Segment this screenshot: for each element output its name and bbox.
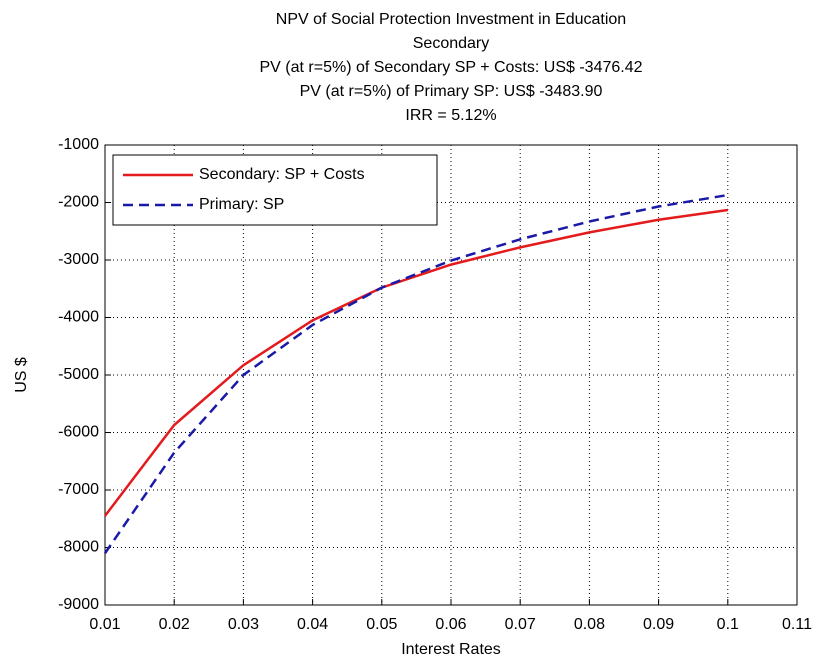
legend-label: Secondary: SP + Costs xyxy=(199,166,365,183)
chart-subtitle: PV (at r=5%) of Secondary SP + Costs: US… xyxy=(259,59,642,76)
chart-subtitle: IRR = 5.12% xyxy=(405,107,496,124)
x-tick-label: 0.07 xyxy=(505,616,536,633)
y-tick-label: -5000 xyxy=(58,366,99,383)
y-tick-label: -9000 xyxy=(58,596,99,613)
x-tick-label: 0.02 xyxy=(159,616,190,633)
chart-subtitle: Secondary xyxy=(413,35,490,52)
x-tick-label: 0.06 xyxy=(435,616,466,633)
x-tick-label: 0.04 xyxy=(297,616,328,633)
series-line xyxy=(103,193,729,554)
series-line xyxy=(104,208,728,517)
x-tick-label: 0.1 xyxy=(717,616,739,633)
y-axis-label: US $ xyxy=(13,357,30,393)
x-tick-label: 0.09 xyxy=(643,616,674,633)
chart-subtitle: PV (at r=5%) of Primary SP: US$ -3483.90 xyxy=(300,83,603,100)
y-tick-label: -1000 xyxy=(58,136,99,153)
y-tick-label: -7000 xyxy=(58,481,99,498)
x-axis-label: Interest Rates xyxy=(401,641,501,658)
x-tick-label: 0.11 xyxy=(782,616,812,633)
chart-title: NPV of Social Protection Investment in E… xyxy=(276,11,626,28)
y-tick-label: -3000 xyxy=(58,251,99,268)
x-tick-label: 0.08 xyxy=(574,616,605,633)
x-tick-label: 0.05 xyxy=(366,616,397,633)
legend-box xyxy=(112,154,438,226)
axes-box xyxy=(104,144,798,606)
y-tick-label: -6000 xyxy=(58,424,99,441)
x-tick-label: 0.03 xyxy=(228,616,259,633)
y-tick-label: -4000 xyxy=(58,309,99,326)
x-tick-label: 0.01 xyxy=(89,616,120,633)
legend-label: Primary: SP xyxy=(199,196,284,213)
y-tick-label: -2000 xyxy=(58,194,99,211)
y-tick-label: -8000 xyxy=(58,539,99,556)
